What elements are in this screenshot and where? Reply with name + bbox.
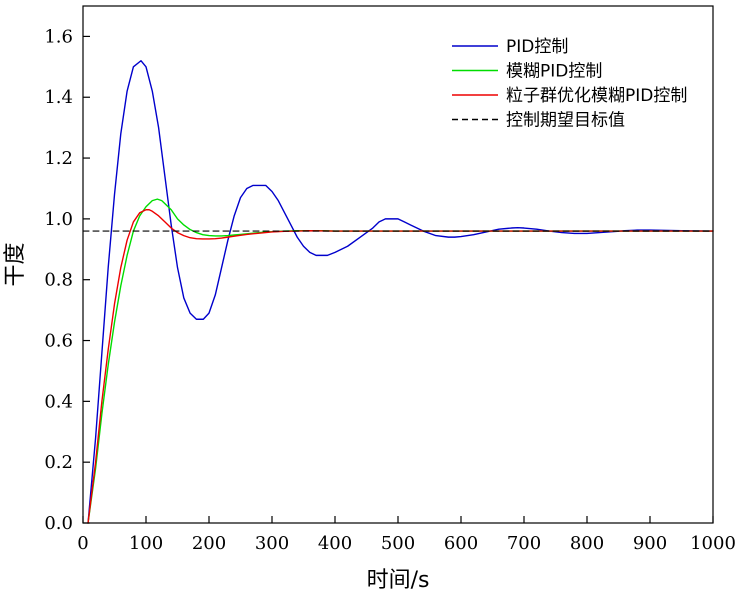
x-tick-label: 300 <box>255 533 289 554</box>
x-tick-label: 700 <box>507 533 541 554</box>
y-tick-label: 1.6 <box>44 26 73 47</box>
x-tick-label: 200 <box>192 533 226 554</box>
y-tick-label: 0.0 <box>44 513 73 534</box>
legend-label-1: PID控制 <box>506 37 568 57</box>
series-layer <box>82 60 714 524</box>
y-tick-label: 0.8 <box>44 270 73 291</box>
series-line-3 <box>87 209 714 524</box>
x-tick-label: 900 <box>633 533 667 554</box>
x-axis-title: 时间/s <box>367 568 430 593</box>
x-axis-ticks: 0 100 200 300 400 500 600 700 800 900 1000 <box>77 516 736 554</box>
x-tick-label: 500 <box>381 533 415 554</box>
legend-label-2: 模糊PID控制 <box>506 62 602 82</box>
y-tick-label: 0.4 <box>44 391 73 412</box>
y-axis-title: 干度 <box>3 242 28 286</box>
x-tick-label: 400 <box>318 533 352 554</box>
x-tick-label: 1000 <box>690 533 736 554</box>
x-tick-label: 800 <box>570 533 604 554</box>
legend-label-4: 控制期望目标值 <box>506 111 625 131</box>
y-tick-label: 0.2 <box>44 452 73 473</box>
y-tick-label: 1.2 <box>44 148 73 169</box>
plot-frame <box>82 5 714 524</box>
x-tick-label: 100 <box>129 533 163 554</box>
series-line-1 <box>87 60 714 524</box>
x-tick-label: 600 <box>444 533 478 554</box>
y-axis-ticks: 0.0 0.2 0.4 0.6 0.8 1.0 1.2 1.4 1.6 <box>44 26 90 534</box>
y-tick-label: 1.0 <box>44 209 73 230</box>
y-tick-label: 0.6 <box>44 331 73 352</box>
series-line-2 <box>87 198 714 524</box>
legend-label-3: 粒子群优化模糊PID控制 <box>506 86 687 106</box>
y-tick-label: 1.4 <box>44 87 73 108</box>
x-tick-label: 0 <box>77 533 88 554</box>
